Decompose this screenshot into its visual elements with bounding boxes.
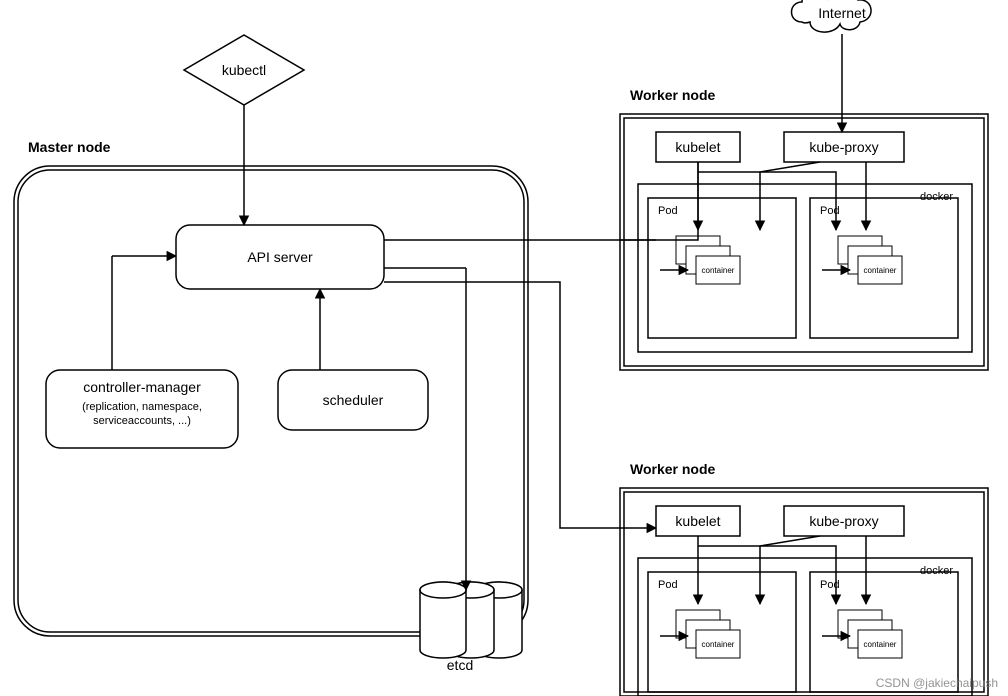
- edge-w1-kl-to-pod2: [698, 172, 836, 230]
- worker-node-title: Worker node: [630, 87, 716, 103]
- kubeproxy-label: kube-proxy: [809, 139, 878, 155]
- controller-manager-sub: serviceaccounts, ...): [93, 415, 191, 427]
- kubelet-label: kubelet: [675, 513, 720, 529]
- kubelet-label: kubelet: [675, 139, 720, 155]
- kubeproxy-label: kube-proxy: [809, 513, 878, 529]
- worker-node-title: Worker node: [630, 461, 716, 477]
- pod-label: Pod: [658, 205, 678, 217]
- etcd-label: etcd: [447, 657, 473, 673]
- container-label: container: [864, 640, 897, 649]
- edge-api-to-w1-kl-h: [384, 162, 698, 240]
- kubectl-label: kubectl: [222, 62, 266, 78]
- docker-label: docker: [920, 565, 953, 577]
- architecture-diagram: Internet kubectl Master node API server cont…: [0, 0, 1008, 696]
- container-label: container: [702, 266, 735, 275]
- watermark: CSDN @jakiechaipush: [876, 676, 998, 690]
- edge-api-to-w2-h: [384, 282, 656, 528]
- pod-label: Pod: [658, 579, 678, 591]
- controller-manager-label: controller-manager: [83, 379, 201, 395]
- internet-label: Internet: [818, 5, 866, 21]
- container-label: container: [702, 640, 735, 649]
- master-node-title: Master node: [28, 139, 111, 155]
- container-label: container: [864, 266, 897, 275]
- edge-w2-kl-to-pod2: [698, 546, 836, 604]
- docker-label: docker: [920, 191, 953, 203]
- api-server-label: API server: [247, 249, 313, 265]
- scheduler-label: scheduler: [323, 392, 384, 408]
- controller-manager-sub: (replication, namespace,: [82, 401, 202, 413]
